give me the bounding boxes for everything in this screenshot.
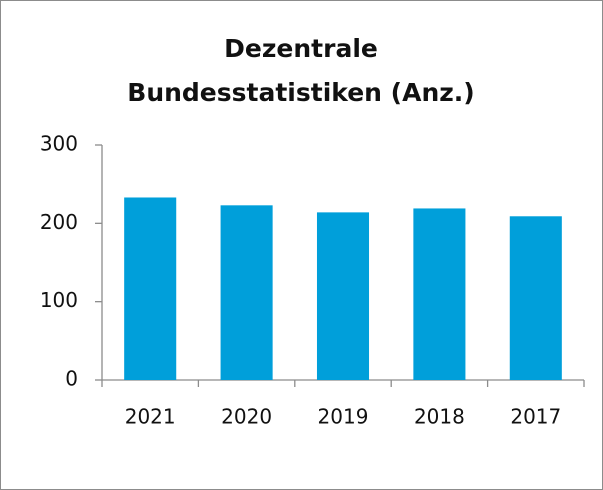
x-tick-label: 2020 (221, 405, 272, 429)
y-tick-label: 100 (40, 288, 78, 312)
bar (124, 197, 177, 380)
bar (509, 216, 562, 380)
x-tick-label: 2021 (125, 405, 176, 429)
y-tick-label: 200 (40, 210, 78, 234)
bar (413, 208, 466, 380)
y-tick-label: 300 (40, 132, 78, 156)
bar (316, 212, 370, 380)
x-tick-label: 2017 (510, 405, 561, 429)
y-tick-label: 0 (65, 367, 78, 391)
bar (220, 205, 273, 380)
x-tick-label: 2019 (318, 405, 369, 429)
x-tick-label: 2018 (414, 405, 465, 429)
chart-title: Dezentrale Bundesstatistiken (Anz.) (127, 34, 475, 107)
